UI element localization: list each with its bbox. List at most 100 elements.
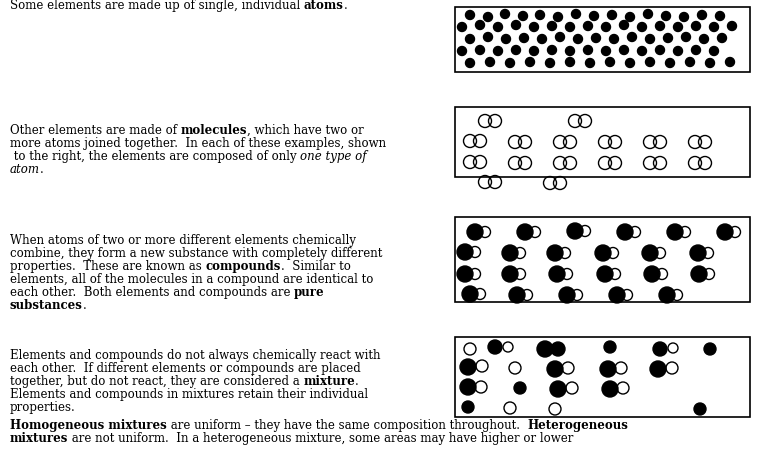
- Circle shape: [609, 287, 625, 303]
- Circle shape: [674, 47, 683, 55]
- Circle shape: [519, 33, 528, 43]
- Circle shape: [700, 34, 709, 43]
- Circle shape: [597, 266, 613, 282]
- Circle shape: [494, 22, 502, 32]
- Circle shape: [656, 46, 664, 54]
- Circle shape: [571, 10, 581, 18]
- Text: Elements and compounds do not always chemically react with: Elements and compounds do not always che…: [10, 349, 380, 362]
- Text: combine, they form a new substance with completely different: combine, they form a new substance with …: [10, 247, 382, 260]
- Circle shape: [457, 244, 473, 260]
- Text: properties.  These are known as: properties. These are known as: [10, 260, 206, 273]
- Circle shape: [620, 46, 628, 54]
- Circle shape: [605, 58, 614, 67]
- Circle shape: [465, 58, 475, 68]
- Circle shape: [514, 382, 526, 394]
- Circle shape: [680, 12, 688, 21]
- Circle shape: [584, 21, 592, 31]
- Circle shape: [584, 46, 592, 54]
- Circle shape: [467, 224, 483, 240]
- Circle shape: [547, 245, 563, 261]
- Text: to the right, the elements are composed of only: to the right, the elements are composed …: [10, 150, 300, 163]
- Circle shape: [502, 245, 518, 261]
- Circle shape: [511, 21, 521, 30]
- Circle shape: [690, 245, 706, 261]
- Circle shape: [591, 33, 601, 43]
- Circle shape: [637, 47, 647, 55]
- Text: one type of: one type of: [300, 150, 367, 163]
- Text: Some elements are made up of single, individual: Some elements are made up of single, ind…: [10, 0, 304, 12]
- Circle shape: [550, 381, 566, 397]
- Circle shape: [664, 33, 673, 43]
- Circle shape: [595, 245, 611, 261]
- Circle shape: [457, 266, 473, 282]
- Circle shape: [667, 224, 683, 240]
- Bar: [455, 337, 750, 417]
- Text: .: .: [40, 163, 44, 176]
- Circle shape: [511, 46, 521, 54]
- Circle shape: [716, 11, 724, 21]
- Circle shape: [488, 340, 502, 354]
- Circle shape: [565, 22, 574, 32]
- Text: are uniform – they have the same composition throughout.: are uniform – they have the same composi…: [167, 419, 528, 432]
- Circle shape: [656, 21, 664, 31]
- Circle shape: [710, 22, 719, 32]
- Circle shape: [691, 46, 700, 54]
- Circle shape: [653, 342, 667, 356]
- Circle shape: [644, 10, 653, 18]
- Circle shape: [517, 224, 533, 240]
- Circle shape: [529, 22, 538, 32]
- Circle shape: [617, 224, 633, 240]
- Circle shape: [475, 46, 485, 54]
- Text: properties.: properties.: [10, 401, 76, 414]
- Text: elements, all of the molecules in a compound are identical to: elements, all of the molecules in a comp…: [10, 273, 373, 286]
- Circle shape: [548, 21, 557, 31]
- Text: .: .: [344, 0, 348, 12]
- Circle shape: [601, 22, 611, 32]
- Circle shape: [600, 361, 616, 377]
- Circle shape: [537, 341, 553, 357]
- Circle shape: [460, 379, 476, 395]
- Circle shape: [691, 266, 707, 282]
- Circle shape: [710, 47, 719, 55]
- Circle shape: [637, 22, 647, 32]
- Text: pure: pure: [294, 286, 325, 299]
- Circle shape: [645, 58, 654, 67]
- Circle shape: [585, 58, 594, 68]
- Circle shape: [559, 287, 575, 303]
- Circle shape: [458, 22, 466, 32]
- Circle shape: [529, 47, 538, 55]
- Circle shape: [590, 11, 598, 21]
- Circle shape: [460, 359, 476, 375]
- Circle shape: [666, 58, 674, 68]
- Circle shape: [462, 401, 474, 413]
- Text: atom: atom: [10, 163, 40, 176]
- Bar: [455, 107, 750, 177]
- Circle shape: [601, 47, 611, 55]
- Circle shape: [484, 32, 492, 42]
- Text: .: .: [356, 375, 359, 388]
- Circle shape: [610, 34, 618, 43]
- Circle shape: [625, 58, 634, 68]
- Circle shape: [625, 12, 634, 21]
- Text: When atoms of two or more different elements chemically: When atoms of two or more different elem…: [10, 234, 356, 247]
- Text: together, but do not react, they are considered a: together, but do not react, they are con…: [10, 375, 303, 388]
- Text: molecules: molecules: [180, 124, 247, 137]
- Circle shape: [538, 34, 547, 43]
- Bar: [455, 217, 750, 302]
- Circle shape: [686, 58, 694, 67]
- Circle shape: [607, 11, 617, 20]
- Circle shape: [551, 342, 565, 356]
- Circle shape: [501, 10, 509, 18]
- Circle shape: [525, 58, 535, 67]
- Text: atoms: atoms: [304, 0, 344, 12]
- Circle shape: [661, 11, 670, 21]
- Text: , which have two or: , which have two or: [247, 124, 364, 137]
- Circle shape: [548, 46, 557, 54]
- Circle shape: [650, 361, 666, 377]
- Bar: [455, 7, 750, 72]
- Circle shape: [535, 11, 545, 20]
- Circle shape: [554, 12, 562, 21]
- Circle shape: [547, 361, 563, 377]
- Text: each other.  Both elements and compounds are: each other. Both elements and compounds …: [10, 286, 294, 299]
- Circle shape: [475, 21, 485, 30]
